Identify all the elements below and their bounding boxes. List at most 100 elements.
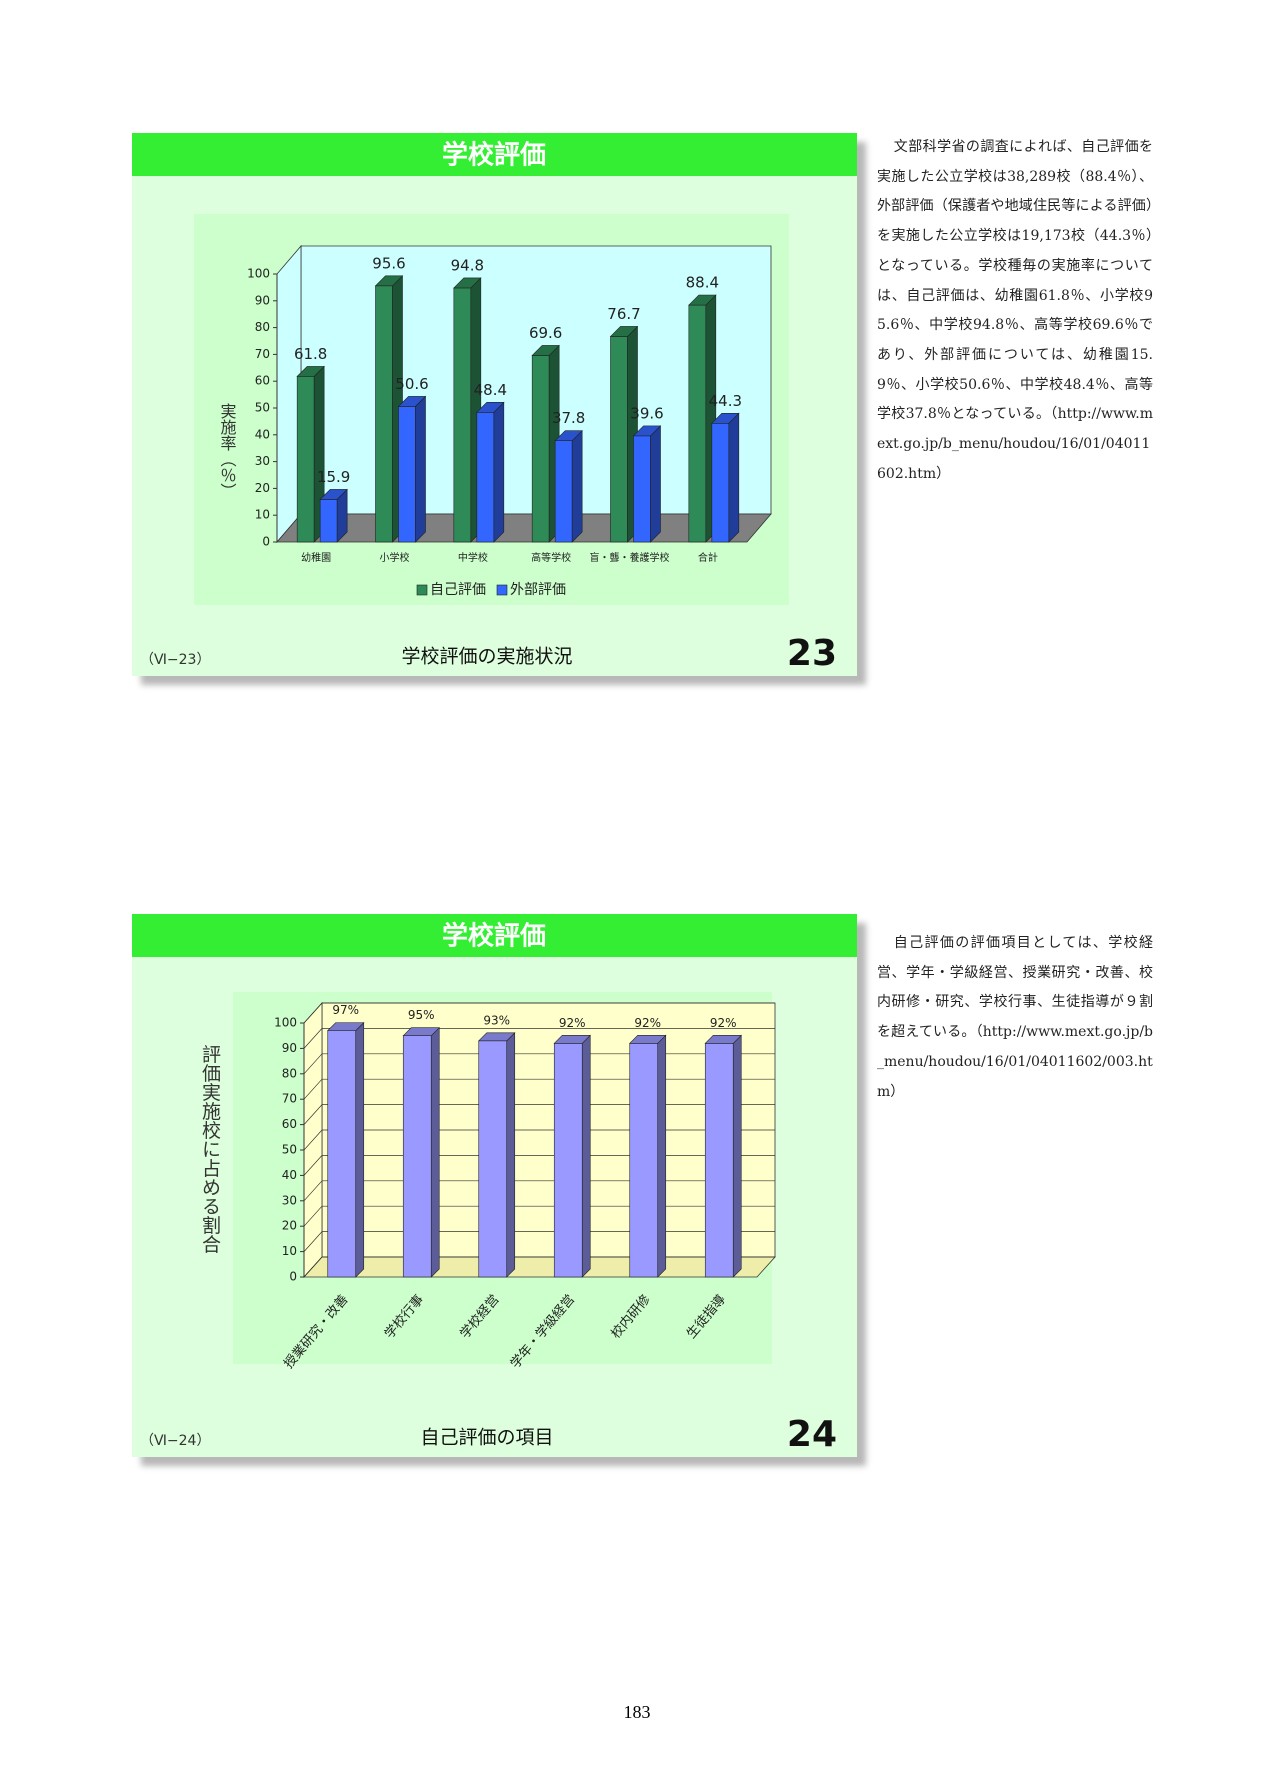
slide-caption: 学校評価の実施状況	[401, 646, 572, 668]
y-tick-label: 10	[255, 508, 270, 522]
bar	[554, 440, 573, 543]
bar	[476, 411, 495, 543]
value-label: 92%	[559, 1016, 586, 1030]
slide-caption: 自己評価の項目	[420, 1427, 553, 1449]
value-label: 95.6	[372, 254, 405, 272]
value-label: 50.6	[395, 375, 428, 393]
bar	[375, 285, 393, 543]
bar-top	[319, 489, 348, 500]
y-tick-label: 0	[289, 1270, 297, 1284]
bar-top	[553, 1035, 591, 1044]
slide-title: 学校評価	[442, 921, 546, 952]
value-label: 97%	[332, 1003, 359, 1017]
slide-number: 23	[787, 633, 837, 674]
y-axis-label: 実施率（％）	[218, 403, 237, 499]
slide: 学校評価 （Ⅵ−24） 自己評価の項目 24 0 10 20 30 40 50 60 70 80…	[132, 914, 857, 1457]
page-number: 183	[623, 1702, 651, 1722]
value-label: 44.3	[709, 392, 742, 410]
y-tick-label: 100	[247, 267, 270, 281]
bar-side	[732, 1034, 742, 1278]
slide-header	[132, 133, 857, 176]
y-tick-label: 80	[282, 1066, 297, 1080]
bar-side	[430, 1026, 440, 1278]
bar	[327, 1030, 357, 1278]
bar-top	[704, 1035, 742, 1044]
value-label: 39.6	[630, 404, 663, 422]
value-label: 15.9	[317, 468, 350, 486]
bar-side	[506, 1032, 516, 1278]
bar	[453, 287, 472, 543]
y-tick-label: 40	[282, 1168, 297, 1182]
legend-swatch	[416, 584, 428, 596]
y-tick-label: 20	[255, 481, 270, 495]
grid-line	[303, 1129, 775, 1151]
legend-label: 外部評価	[510, 582, 566, 598]
bar	[633, 435, 651, 543]
bar	[319, 499, 338, 543]
bar	[704, 1043, 734, 1278]
y-tick-label: 0	[262, 535, 270, 549]
value-label: 93%	[483, 1013, 510, 1027]
bar	[553, 1043, 583, 1278]
bar-top	[711, 412, 740, 424]
y-tick-label: 60	[255, 374, 270, 388]
grid-line	[303, 1002, 775, 1024]
legend-label: 自己評価	[430, 582, 486, 598]
value-label: 92%	[710, 1016, 737, 1030]
y-tick-label: 70	[282, 1092, 297, 1106]
bar-top	[327, 1022, 365, 1031]
value-label: 95%	[408, 1008, 435, 1022]
bar	[398, 406, 416, 543]
value-label: 94.8	[451, 256, 484, 274]
y-tick-label: 60	[282, 1117, 297, 1131]
slide-number: 24	[787, 1414, 837, 1455]
bar	[296, 376, 315, 543]
x-tick-label: 幼稚園	[301, 551, 331, 564]
bar	[610, 336, 628, 543]
bar-top	[688, 294, 717, 306]
bar-top	[609, 326, 639, 337]
bar-side	[581, 1034, 591, 1278]
grid-line	[303, 1053, 775, 1075]
bar	[688, 304, 707, 543]
bar-top	[554, 430, 583, 441]
y-tick-label: 70	[255, 347, 270, 361]
bar-top	[632, 425, 662, 437]
y-tick-label: 30	[255, 454, 270, 468]
x-tick-label: 高等学校	[531, 551, 571, 564]
y-tick-label: 90	[282, 1041, 297, 1055]
bar-side	[415, 395, 426, 543]
slide-code: （Ⅵ−23）	[140, 652, 210, 668]
bar-side	[657, 1034, 667, 1278]
y-tick-label: 80	[255, 320, 270, 334]
slide-header	[132, 914, 857, 957]
value-label: 69.6	[529, 324, 562, 342]
note-text: 文部科学省の調査によれば、自己評価を実施した公立学校は38,289校（88.4％…	[877, 139, 1153, 482]
bar-side	[355, 1021, 365, 1278]
slide: 学校評価 （Ⅵ−23） 学校評価の実施状況 23 0 10 20 30 40 50 60 70…	[132, 133, 857, 676]
slide-canvas: 学校評価 （Ⅵ−24） 自己評価の項目 24 0 10 20 30 40 50 60 70 80…	[132, 914, 857, 1455]
bar-top	[296, 366, 325, 377]
x-tick-label: 盲・聾・養護学校	[590, 551, 670, 564]
grid-line	[303, 1256, 775, 1278]
y-tick-label: 30	[282, 1193, 297, 1207]
bar-top	[476, 401, 505, 413]
bar-top	[397, 396, 427, 407]
value-label: 92%	[634, 1016, 661, 1030]
grid-line	[303, 1180, 775, 1202]
value-label: 37.8	[552, 409, 585, 427]
note-text: 自己評価の評価項目としては、学校経営、学年・学級経営、授業研究・改善、校内研修・…	[877, 935, 1153, 1100]
slide-code: （Ⅵ−24）	[140, 1433, 210, 1449]
value-label: 48.4	[474, 381, 507, 399]
bar-top	[402, 1027, 440, 1036]
x-tick-label: 小学校	[380, 551, 410, 564]
bar-side	[728, 412, 740, 543]
x-tick-label: 合計	[698, 551, 718, 564]
bar-top	[374, 275, 404, 287]
y-tick-label: 50	[282, 1143, 297, 1157]
y-tick-label: 100	[274, 1016, 297, 1030]
y-tick-label: 10	[282, 1244, 297, 1258]
bar	[531, 355, 550, 543]
y-tick-label: 90	[255, 293, 270, 307]
